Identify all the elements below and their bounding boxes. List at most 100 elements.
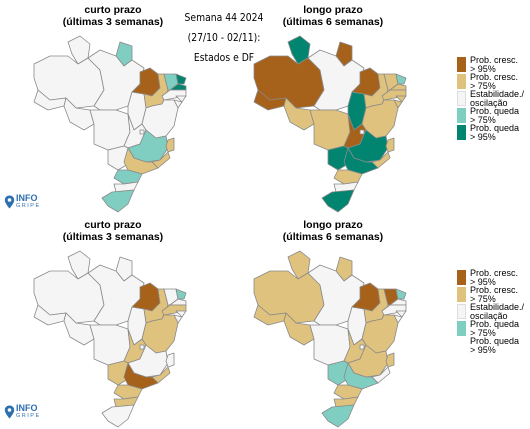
map-curto-prazo-top — [33, 35, 187, 213]
state-rn — [395, 73, 407, 85]
legend-label-line1: Estabilidade./ — [470, 89, 525, 99]
logo-sub: GRIPE — [16, 203, 41, 209]
legend-label: Prob. cresc. > 95% — [470, 269, 530, 287]
legend-label-line1: Prob. queda — [470, 319, 520, 329]
state-es — [165, 137, 175, 153]
legend-label: Prob. cresc. > 75% — [470, 73, 530, 91]
state-sp — [123, 147, 159, 175]
legend-swatch — [457, 125, 466, 140]
panel-title-line1: longo prazo — [303, 219, 363, 231]
legend-label-line2: oscilação — [470, 311, 508, 321]
legend-swatch — [457, 304, 466, 319]
main-title-line1: Semana 44 2024 — [184, 12, 264, 24]
state-al — [175, 95, 187, 103]
state-pe — [381, 304, 407, 316]
panel-title-line2: (últimas 6 semanas) — [282, 16, 384, 28]
state-mt — [89, 324, 131, 366]
legend-label: Prob. queda > 95% — [470, 124, 530, 142]
legend-label: Prob. queda > 75% — [470, 320, 530, 338]
state-mt — [89, 109, 131, 151]
state-sp — [343, 362, 379, 390]
legend-label-line1: Prob. cresc. — [470, 55, 519, 65]
logo-word: INFO — [16, 193, 38, 203]
map-longo-prazo-top — [253, 35, 407, 213]
state-pe — [381, 89, 407, 101]
legend-label-line2: > 75% — [470, 115, 496, 125]
state-sc — [113, 396, 139, 408]
legend-label: Prob. queda > 75% — [470, 107, 530, 125]
panel-title-line2: (últimas 3 semanas) — [62, 231, 164, 243]
legend-swatch — [457, 270, 466, 285]
state-rn — [175, 288, 187, 300]
panel-title-top-right: longo prazo (últimas 6 semanas) — [273, 4, 393, 28]
legend-label-line2: > 75% — [470, 328, 496, 338]
legend-swatch — [457, 287, 466, 302]
legend-label-line1: Prob. cresc. — [470, 285, 519, 295]
panel-title-bottom-right: longo prazo (últimas 6 semanas) — [273, 219, 393, 243]
state-ro — [283, 97, 315, 131]
state-rs — [321, 189, 355, 213]
map-curto-prazo-bottom — [33, 250, 187, 428]
legend-label-line1: Prob. cresc. — [470, 72, 519, 82]
panel-title-bottom-left: curto prazo (últimas 3 semanas) — [53, 219, 173, 243]
legend-label-line1: Prob. queda — [470, 123, 520, 133]
legend-swatch — [457, 108, 466, 123]
infogripe-logo: INFO GRIPE — [4, 404, 41, 420]
main-title-line3: Estados e DF — [193, 52, 255, 64]
logo-word: INFO — [16, 403, 38, 413]
state-es — [385, 352, 395, 368]
legend-label-line2: > 95% — [470, 64, 496, 74]
logo-sub: GRIPE — [16, 413, 41, 419]
state-sc — [333, 181, 359, 193]
state-rn — [175, 73, 187, 85]
state-df — [139, 129, 145, 135]
legend-swatch — [457, 57, 466, 72]
legend-label-line2: oscilação — [470, 98, 508, 108]
state-rn — [395, 288, 407, 300]
location-pin-icon — [4, 405, 15, 419]
state-ro — [63, 97, 95, 131]
state-sc — [113, 181, 139, 193]
logo-words: INFO GRIPE — [16, 404, 41, 420]
legend-label-line1: Prob. queda — [470, 336, 520, 346]
state-sc — [333, 396, 359, 408]
panel-title-line2: (últimas 3 semanas) — [62, 16, 164, 28]
legend-label-line2: > 75% — [470, 294, 496, 304]
state-al — [395, 95, 407, 103]
main-title-line2: (27/10 - 02/11): — [187, 32, 261, 44]
legend-label-line1: Prob. queda — [470, 106, 520, 116]
map-longo-prazo-bottom — [253, 250, 407, 428]
state-mt — [309, 324, 351, 366]
state-al — [175, 310, 187, 318]
legend-label-line2: > 75% — [470, 81, 496, 91]
legend-swatch — [457, 91, 466, 106]
state-sp — [343, 147, 379, 175]
legend-swatch — [457, 321, 466, 336]
panel-title-line2: (últimas 6 semanas) — [282, 231, 384, 243]
location-pin-icon — [4, 195, 15, 209]
panel-title-line1: curto prazo — [84, 219, 142, 231]
legend-swatch — [457, 74, 466, 89]
infogripe-logo: INFO GRIPE — [4, 194, 41, 210]
legend-label: Estabilidade./oscilação — [470, 90, 530, 108]
state-rs — [101, 189, 135, 213]
legend-label-line2: > 95% — [470, 277, 496, 287]
state-sp — [123, 362, 159, 390]
legend-label-line1: Estabilidade./ — [470, 302, 525, 312]
panel-title-line1: curto prazo — [84, 4, 142, 16]
state-al — [395, 310, 407, 318]
legend-label: Prob. cresc. > 75% — [470, 286, 530, 304]
panel-title-line1: longo prazo — [303, 4, 363, 16]
state-ro — [283, 312, 315, 346]
legend-label: Prob. queda > 95% — [470, 337, 530, 355]
state-df — [359, 129, 365, 135]
state-es — [385, 137, 395, 153]
logo-words: INFO GRIPE — [16, 194, 41, 210]
state-ro — [63, 312, 95, 346]
state-es — [165, 352, 175, 368]
legend-label-line1: Prob. cresc. — [470, 268, 519, 278]
main-title: Semana 44 2024 (27/10 - 02/11): Estados … — [182, 8, 266, 68]
state-df — [139, 344, 145, 350]
legend-label: Estabilidade./oscilação — [470, 303, 530, 321]
legend-label-line2: > 95% — [470, 345, 496, 355]
